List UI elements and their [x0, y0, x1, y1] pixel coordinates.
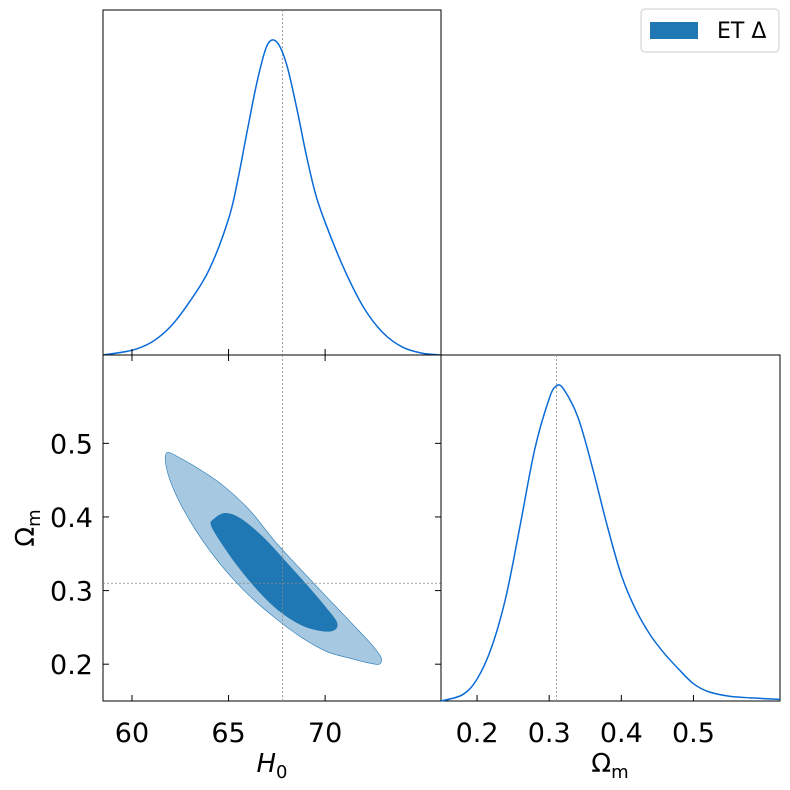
- legend-box: [640, 8, 780, 53]
- panel-h0-marginal: [102, 9, 442, 356]
- contour-68: [210, 512, 338, 632]
- y-axis-label-omega: Ωm: [11, 509, 45, 546]
- contour-y-ticks: 0.2 0.3 0.4 0.5: [50, 429, 441, 681]
- panel-h0-frame: [102, 9, 442, 356]
- omega-marginal-curve: [440, 384, 781, 702]
- legend: ET Δ: [640, 8, 780, 53]
- x-tick-label: 0.5: [672, 718, 715, 749]
- legend-swatch: [650, 22, 698, 39]
- x-tick-label: 70: [308, 718, 342, 749]
- x-tick-label: 65: [211, 718, 245, 749]
- x-tick-label: 60: [115, 718, 149, 749]
- panel-omega-marginal: 0.2 0.3 0.4 0.5: [440, 354, 781, 749]
- x-axis-label-omega: Ωm: [591, 749, 628, 783]
- y-tick-label: 0.4: [50, 503, 93, 534]
- panel-contours-frame: [102, 354, 442, 702]
- y-tick-label: 0.3: [50, 577, 93, 608]
- panel-contours: 60 65 70 0.2 0.3 0.4 0.5: [50, 354, 442, 749]
- y-tick-label: 0.5: [50, 429, 93, 460]
- y-tick-label: 0.2: [50, 650, 93, 681]
- contour-x-ticks: 60 65 70: [115, 355, 342, 749]
- omega-x-ticks: 0.2 0.3 0.4 0.5: [456, 695, 715, 749]
- legend-label: ET Δ: [717, 19, 766, 44]
- x-tick-label: 0.2: [456, 718, 499, 749]
- x-tick-label: 0.4: [600, 718, 643, 749]
- h0-top-ticks: [131, 349, 326, 355]
- panel-omega-frame: [440, 354, 781, 702]
- x-tick-label: 0.3: [528, 718, 571, 749]
- h0-marginal-curve: [102, 39, 442, 356]
- x-axis-label-h0: H0: [256, 749, 287, 783]
